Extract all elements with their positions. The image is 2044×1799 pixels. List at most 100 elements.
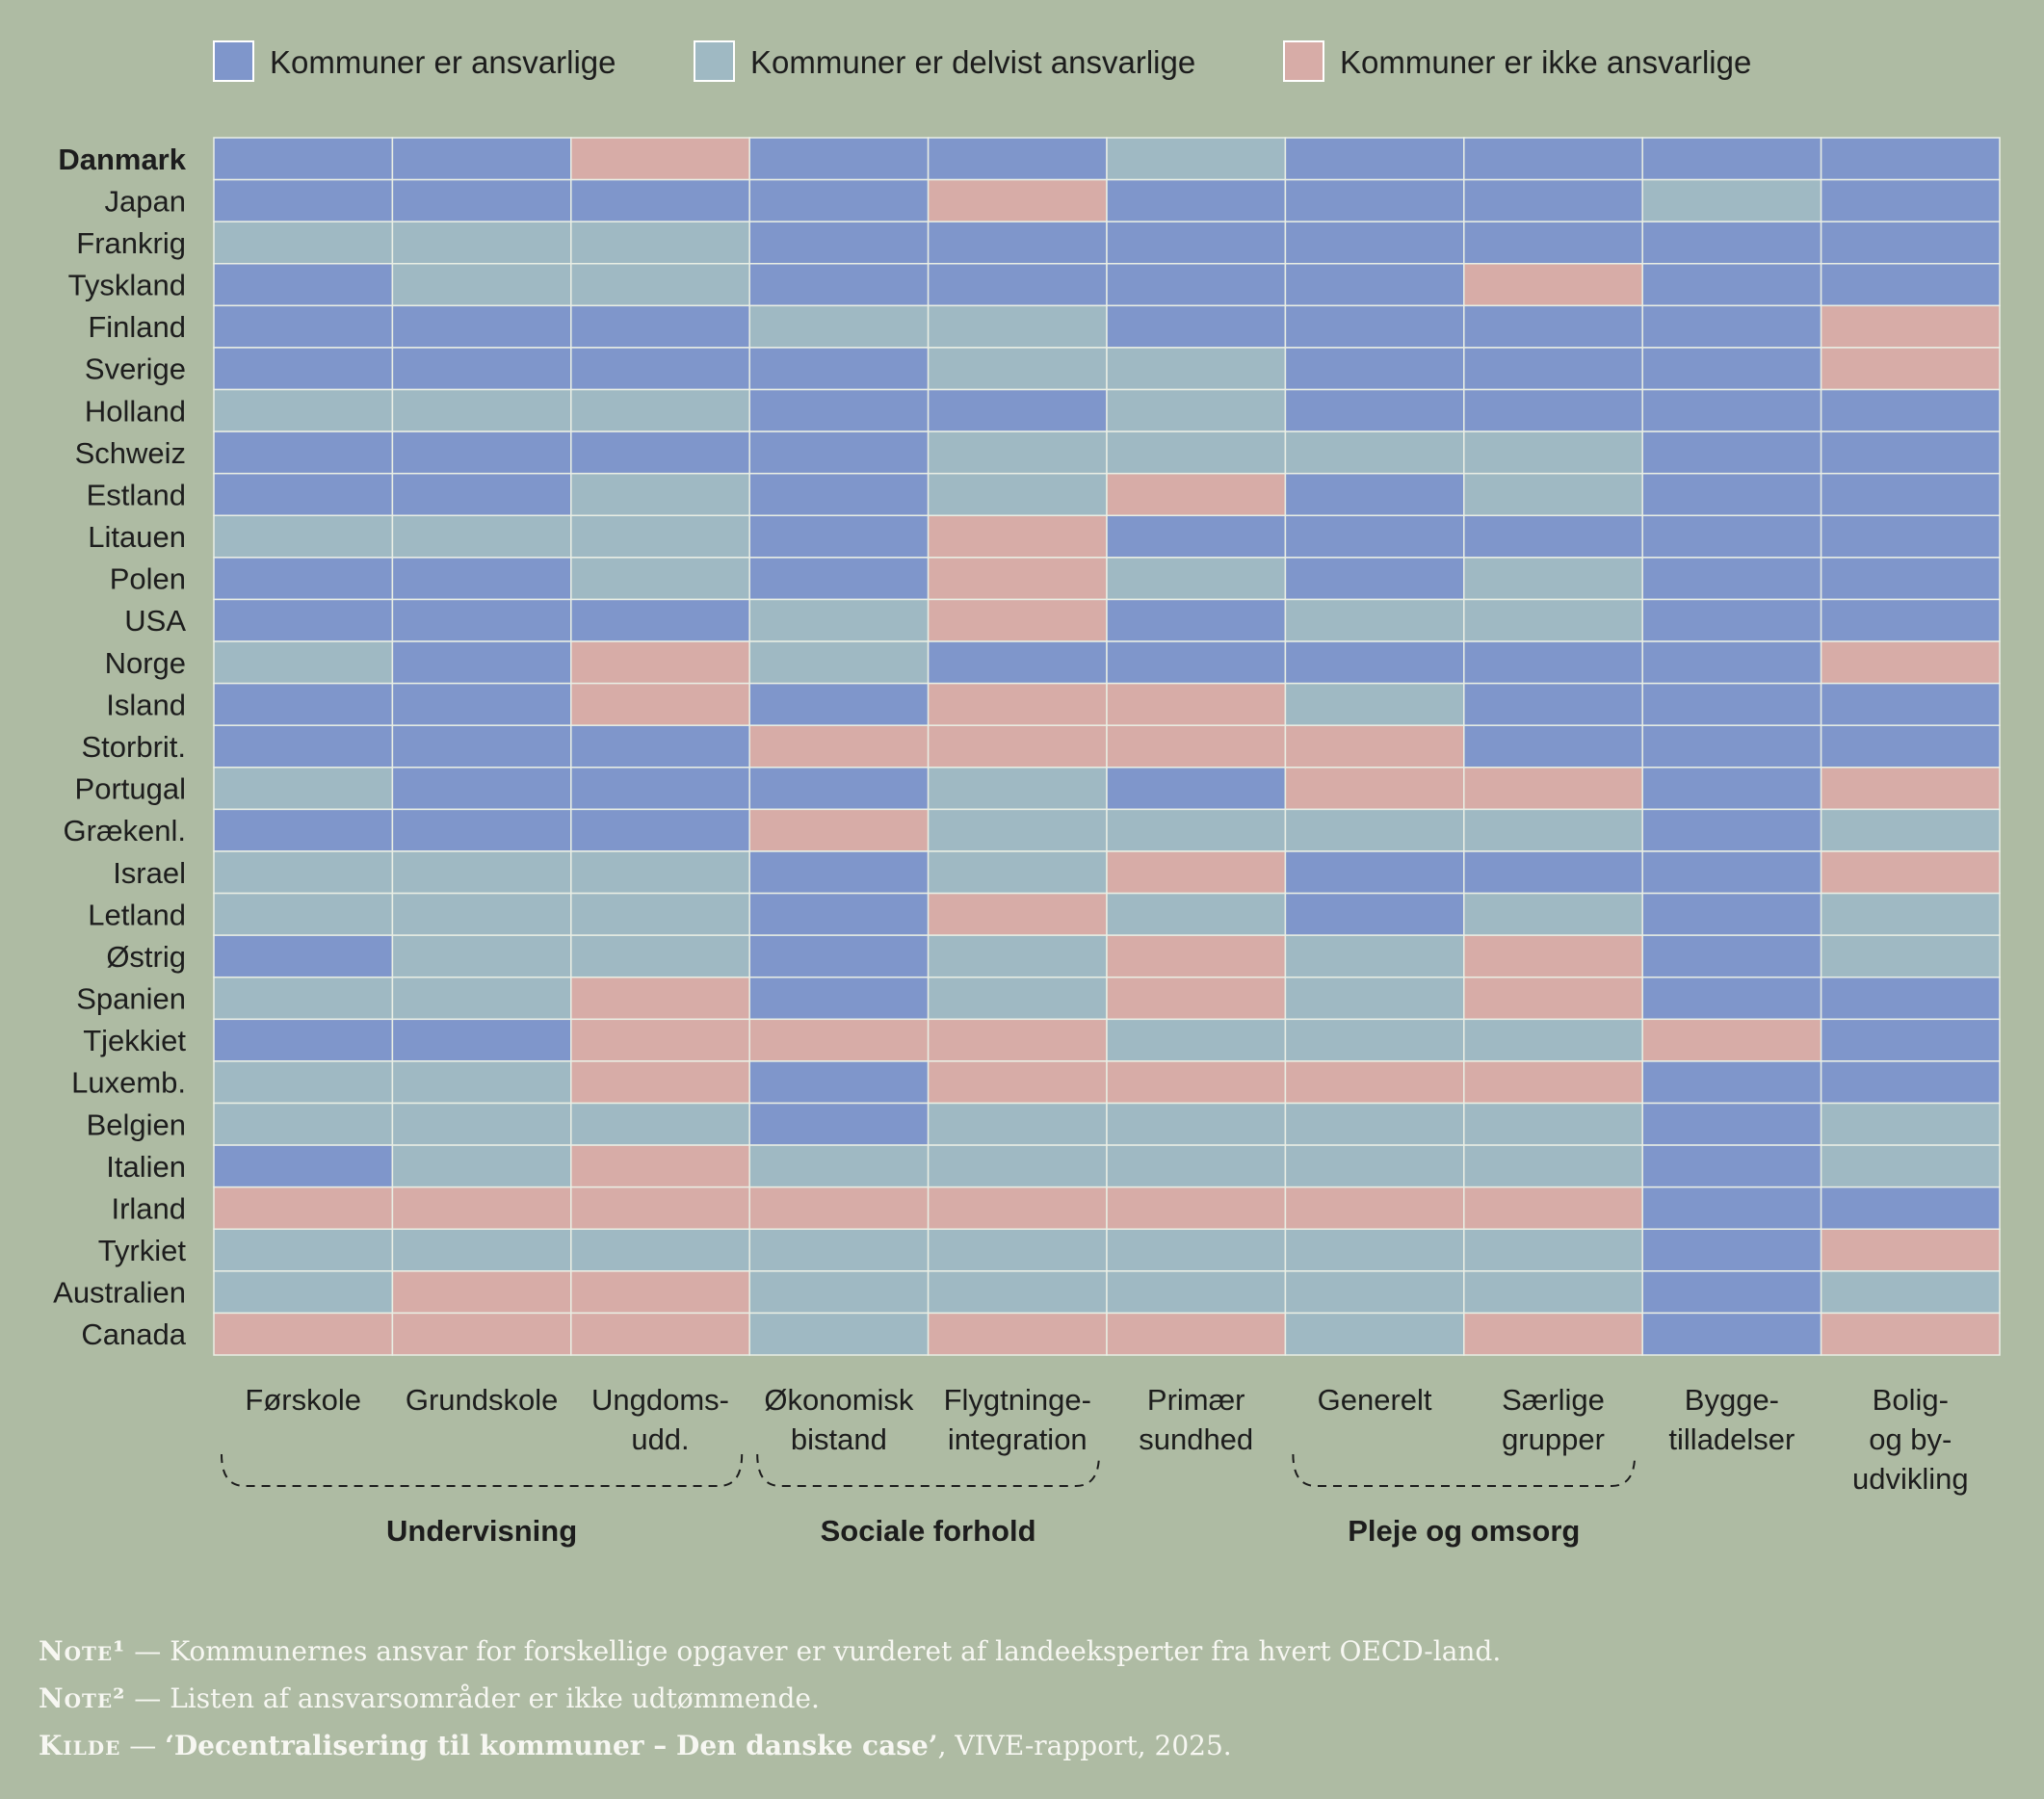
legend-swatch-D (694, 40, 735, 82)
cell (748, 1018, 930, 1062)
cell (748, 221, 930, 265)
cell (1641, 304, 1822, 349)
cell (927, 1228, 1108, 1272)
cell (1820, 1270, 2001, 1315)
row-label: Østrig (106, 940, 186, 974)
cell (391, 263, 572, 307)
cell (570, 472, 750, 517)
cell (570, 640, 750, 685)
cell (570, 263, 750, 307)
cell (1820, 1312, 2001, 1356)
cell (1284, 1018, 1465, 1062)
cell (927, 724, 1108, 769)
cell (391, 304, 572, 349)
cell (570, 304, 750, 349)
cell (927, 640, 1108, 685)
cell (570, 137, 750, 181)
cell (391, 1060, 572, 1105)
cell (391, 1144, 572, 1188)
cell (391, 1312, 572, 1356)
cell (213, 724, 394, 769)
cell (927, 137, 1108, 181)
cell (1820, 1228, 2001, 1272)
cell (1820, 263, 2001, 307)
cell (1106, 976, 1287, 1021)
row-label: Schweiz (75, 436, 186, 470)
cell (213, 430, 394, 475)
cell (1106, 1312, 1287, 1356)
cell (927, 347, 1108, 391)
cell (391, 472, 572, 517)
cell (1641, 724, 1822, 769)
cell (391, 430, 572, 475)
cell (391, 682, 572, 726)
cell (1641, 682, 1822, 726)
legend-swatch-I (1283, 40, 1324, 82)
cell (570, 1312, 750, 1356)
cell (927, 178, 1108, 222)
cell (1641, 137, 1822, 181)
cell (1820, 304, 2001, 349)
cell (391, 178, 572, 222)
cell (1284, 1102, 1465, 1146)
cell (1284, 1144, 1465, 1188)
cell (1106, 137, 1287, 181)
cell (1463, 808, 1643, 852)
cell (570, 388, 750, 432)
cell (1106, 557, 1287, 601)
cell (213, 1312, 394, 1356)
cell (1641, 557, 1822, 601)
cell (213, 808, 394, 852)
row-label: Estland (87, 478, 186, 511)
cell (1284, 137, 1465, 181)
cell (1106, 767, 1287, 811)
cell (1284, 221, 1465, 265)
note-1: Note¹ — Kommunernes ansvar for forskelli… (39, 1628, 1501, 1675)
cell (748, 1102, 930, 1146)
cell (213, 1144, 394, 1188)
cell (1106, 682, 1287, 726)
row-label: Luxemb. (71, 1066, 186, 1100)
cell (1463, 850, 1643, 895)
cell (570, 1102, 750, 1146)
cell (1106, 178, 1287, 222)
row-label: USA (124, 604, 186, 638)
cell (1463, 430, 1643, 475)
cell (748, 1060, 930, 1105)
cell (213, 1060, 394, 1105)
cell (391, 598, 572, 642)
cell (748, 808, 930, 852)
cell (1463, 514, 1643, 559)
cell (391, 1228, 572, 1272)
cell (927, 1102, 1108, 1146)
cell (391, 850, 572, 895)
cell (1641, 850, 1822, 895)
cell (927, 557, 1108, 601)
cell (1641, 1312, 1822, 1356)
cell (1463, 598, 1643, 642)
cell (1284, 1186, 1465, 1230)
column-label: Flygtninge-integration (944, 1383, 1091, 1456)
cell (1463, 221, 1643, 265)
column-label: Grundskole (406, 1383, 559, 1417)
cell (927, 304, 1108, 349)
source-text: — ‘Decentralisering til kommuner – Den d… (120, 1730, 1232, 1761)
cell (748, 724, 930, 769)
cell (570, 682, 750, 726)
cell (213, 640, 394, 685)
cell (391, 1018, 572, 1062)
cell (1284, 1228, 1465, 1272)
source-title: ‘Decentralisering til kommuner – Den dan… (165, 1730, 938, 1761)
cell (748, 934, 930, 978)
cell (1820, 1144, 2001, 1188)
cell (1820, 178, 2001, 222)
cell (570, 808, 750, 852)
cell (927, 430, 1108, 475)
cell (1284, 1312, 1465, 1356)
cell (391, 347, 572, 391)
group-label: Pleje og omsorg (1348, 1514, 1580, 1548)
cell (213, 263, 394, 307)
cell (748, 1186, 930, 1230)
column-label: Førskole (245, 1383, 361, 1417)
row-label: Italien (106, 1150, 186, 1184)
